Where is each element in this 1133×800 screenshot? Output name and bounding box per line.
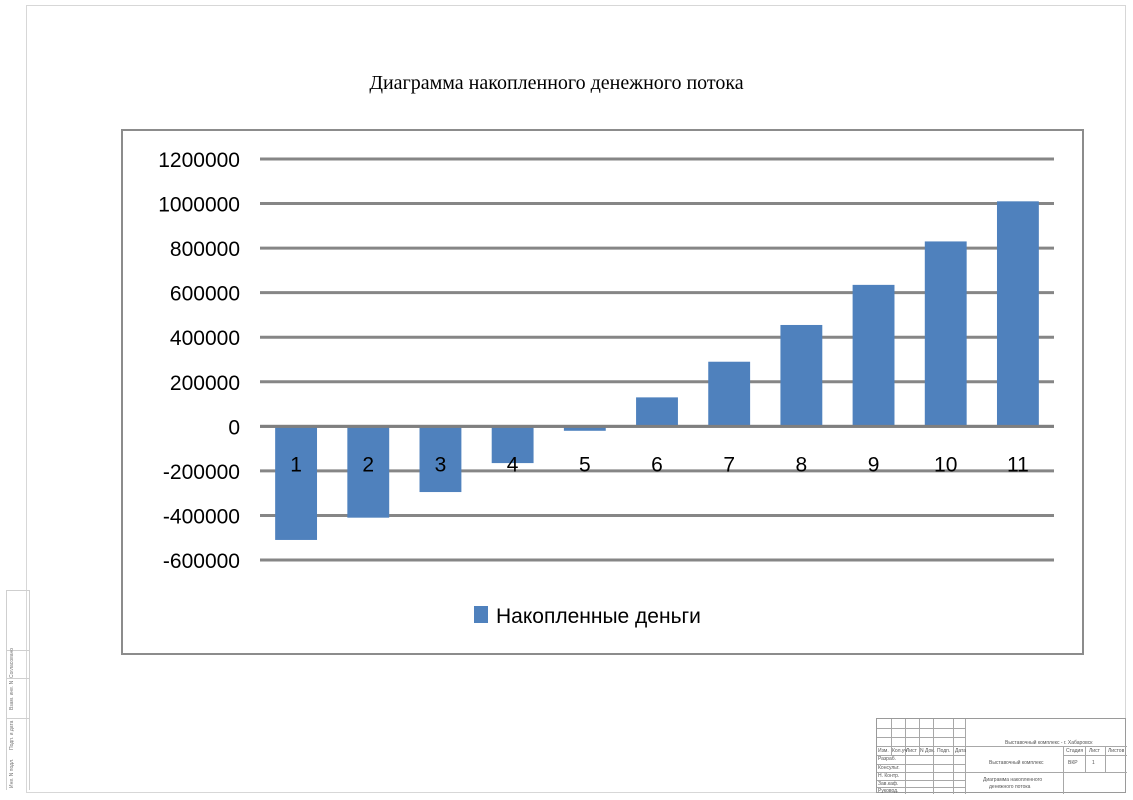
bar xyxy=(419,426,462,493)
bar xyxy=(924,241,967,427)
tb-divider xyxy=(953,719,954,794)
side-stamp-cell xyxy=(7,650,29,679)
sheet-frame xyxy=(26,5,1126,793)
x-tick-label: 11 xyxy=(1007,453,1029,476)
chart-svg: 1200000 1000000 800000 600000 400000 200000 0 -… xyxy=(158,149,1054,628)
bar xyxy=(563,426,606,431)
y-tick-label: -600000 xyxy=(163,550,240,573)
tb-divider xyxy=(1063,746,1064,794)
tb-divider xyxy=(891,719,892,755)
y-tick-label: 600000 xyxy=(170,283,240,306)
side-stamp-cell xyxy=(7,718,29,759)
side-stamp-agreed: Согласовано xyxy=(9,647,15,678)
y-tick-label: 1000000 xyxy=(158,194,240,217)
x-tick-label: 10 xyxy=(934,453,957,476)
tb-row-konsult: Консульт. xyxy=(878,765,900,771)
y-tick-label: 400000 xyxy=(170,327,240,350)
x-tick-label: 2 xyxy=(362,453,374,476)
tb-col-izm: Изм. xyxy=(878,748,889,754)
x-tick-label: 1 xyxy=(290,453,302,476)
x-tick-label: 5 xyxy=(579,453,591,476)
bar xyxy=(347,426,390,518)
tb-divider xyxy=(877,780,965,781)
bar xyxy=(780,324,823,427)
tb-sheet-header: Лист xyxy=(1089,748,1100,754)
bar xyxy=(491,426,534,464)
tb-divider xyxy=(877,737,965,738)
x-tick-label: 7 xyxy=(723,453,735,476)
tb-stage-header: Стадия xyxy=(1066,748,1084,754)
legend-swatch xyxy=(474,606,488,623)
tb-sheet-title-2: денежного потока xyxy=(989,784,1031,790)
y-tick-label: 1200000 xyxy=(158,149,240,172)
tb-sheets-header: Листов xyxy=(1108,748,1125,754)
y-tick-label: -400000 xyxy=(163,505,240,528)
chart-title: Диаграмма накопленного денежного потока xyxy=(369,72,744,94)
y-tick-label: 200000 xyxy=(170,372,240,395)
tb-row-rukovod: Руковод. xyxy=(878,788,899,794)
tb-divider xyxy=(877,787,965,788)
tb-row-nkontr: Н. Контр. xyxy=(878,773,900,779)
tb-divider xyxy=(877,764,965,765)
tb-divider xyxy=(905,719,906,794)
tb-col-doc: N Док. xyxy=(920,748,935,754)
tb-row-razrab: Разраб. xyxy=(878,756,897,762)
tb-divider xyxy=(877,755,965,756)
bar xyxy=(852,284,895,427)
chart-area: 1200000 1000000 800000 600000 400000 200000 0 -… xyxy=(121,129,1084,655)
y-tick-label: 0 xyxy=(228,416,240,439)
tb-divider xyxy=(877,728,965,729)
x-tick-label: 9 xyxy=(868,453,880,476)
bar xyxy=(708,361,751,427)
legend-label: Накопленные деньги xyxy=(496,605,701,628)
side-stamp-cell xyxy=(7,590,29,651)
side-stamp-sign-date: Подп. и дата xyxy=(9,720,15,750)
tb-sheet-title-1: Диаграмма накопленного xyxy=(983,777,1043,783)
y-tick-label: 800000 xyxy=(170,238,240,261)
tb-divider xyxy=(1085,746,1086,772)
tb-stage: ВКР xyxy=(1068,760,1078,766)
bar xyxy=(275,426,318,540)
bar xyxy=(996,201,1039,427)
tb-col-sign: Подп. xyxy=(937,748,951,754)
y-tick-label: -200000 xyxy=(163,461,240,484)
tb-divider xyxy=(965,719,966,794)
title-block: Изм. Кол.уч Лист N Док. Подп. Дата Разра… xyxy=(876,718,1127,794)
tb-row-zavkaf: Зав.каф. xyxy=(878,781,899,787)
tb-divider xyxy=(877,746,1127,747)
tb-col-kol: Кол.уч xyxy=(892,748,907,754)
side-stamp-cell xyxy=(7,678,29,719)
tb-divider xyxy=(919,719,920,755)
side-stamp-replace-inv: Взам. инв. N xyxy=(9,680,15,710)
bar xyxy=(636,397,678,427)
tb-project: Выставочный комплекс - г. Хабаровск xyxy=(1005,740,1093,746)
tb-col-date: Дата xyxy=(955,748,967,754)
side-stamp: Согласовано Инв. N подл. Подп. и дата Вз… xyxy=(6,590,30,790)
tb-divider xyxy=(1105,746,1106,772)
x-tick-label: 3 xyxy=(435,453,447,476)
tb-divider xyxy=(933,719,934,794)
tb-sheet-no: 1 xyxy=(1092,760,1095,766)
tb-object: Выставочный комплекс xyxy=(989,760,1044,766)
side-stamp-inv-no: Инв. N подл. xyxy=(9,758,15,788)
x-tick-label: 4 xyxy=(507,453,519,476)
x-tick-label: 6 xyxy=(651,453,663,476)
tb-divider xyxy=(1063,755,1127,756)
tb-divider xyxy=(877,772,1127,773)
x-tick-label: 8 xyxy=(796,453,808,476)
tb-col-list: Лист xyxy=(906,748,917,754)
